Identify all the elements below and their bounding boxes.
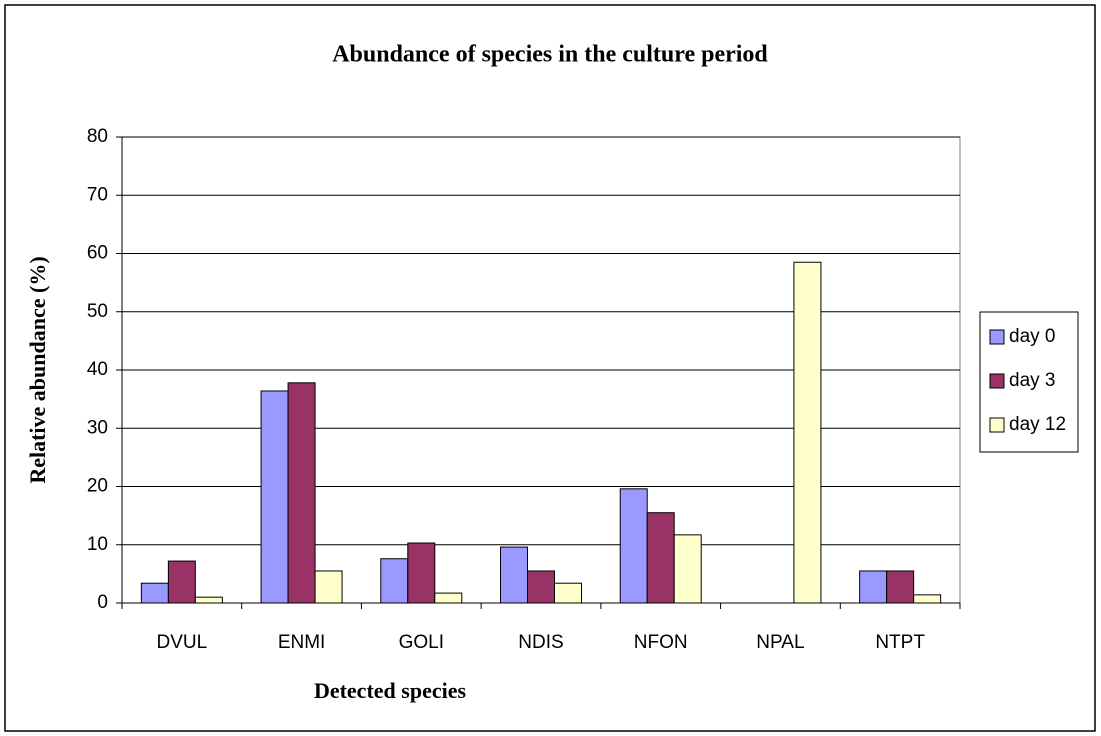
y-tick-label: 10	[87, 534, 108, 555]
x-tick-label: NPAL	[756, 632, 804, 653]
bar	[407, 542, 436, 604]
x-tick-label: NDIS	[518, 632, 563, 653]
bar	[527, 570, 555, 604]
legend-label: day 12	[1009, 414, 1066, 435]
y-tick-label: 20	[87, 476, 108, 497]
bar	[140, 582, 169, 604]
x-tick-label: NFON	[634, 632, 688, 653]
bar	[434, 592, 463, 604]
bar	[886, 570, 915, 604]
bar	[646, 512, 675, 604]
x-tick-label: ENMI	[278, 632, 326, 653]
x-tick-label: DVUL	[157, 632, 208, 653]
legend-swatch	[989, 329, 1005, 345]
bar	[167, 560, 196, 604]
bar	[619, 488, 648, 604]
bar	[314, 570, 343, 604]
legend-label: day 3	[1009, 370, 1055, 391]
bar	[260, 390, 289, 604]
bar	[500, 546, 528, 604]
bar	[194, 596, 223, 604]
chart-title: Abundance of species in the culture peri…	[332, 42, 768, 68]
x-tick-label: NTPT	[875, 632, 925, 653]
y-axis-label: Relative abundance (%)	[25, 256, 50, 483]
bar	[380, 558, 409, 604]
bar	[287, 382, 316, 604]
bar	[554, 582, 582, 604]
y-tick-label: 80	[87, 126, 108, 147]
bar	[673, 534, 702, 604]
x-axis-label: Detected species	[314, 678, 467, 703]
legend-label: day 0	[1009, 326, 1055, 347]
x-tick-label: GOLI	[399, 632, 444, 653]
bar	[793, 261, 822, 604]
bar	[913, 594, 942, 604]
y-tick-label: 30	[87, 417, 108, 438]
y-tick-label: 50	[87, 301, 108, 322]
y-tick-label: 0	[97, 592, 108, 613]
y-tick-label: 70	[87, 184, 108, 205]
y-tick-label: 60	[87, 243, 108, 264]
y-tick-label: 40	[87, 359, 108, 380]
legend-swatch	[989, 417, 1005, 433]
legend-swatch	[989, 373, 1005, 389]
bar	[859, 570, 888, 604]
